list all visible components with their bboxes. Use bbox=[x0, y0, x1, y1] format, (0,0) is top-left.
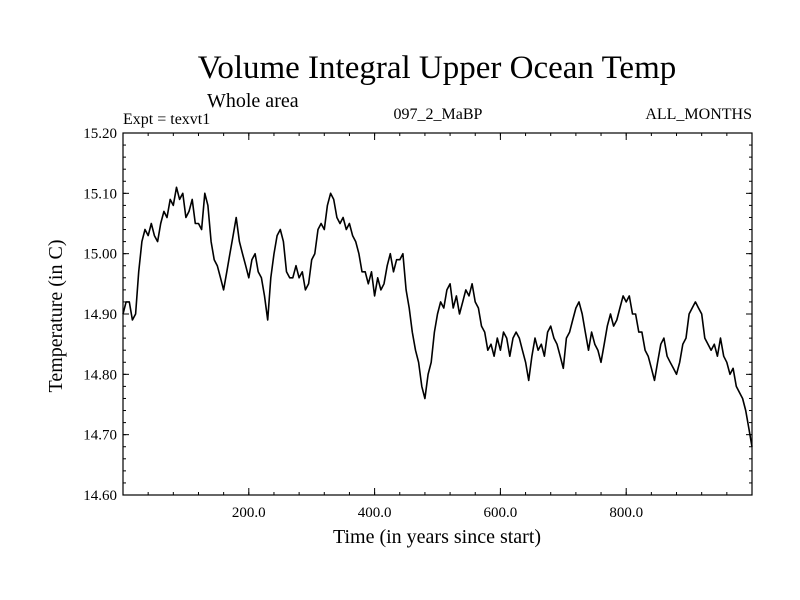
y-tick-label: 14.80 bbox=[83, 367, 117, 383]
period-label: ALL_MONTHS bbox=[645, 106, 752, 123]
y-tick-label: 15.00 bbox=[83, 247, 117, 263]
x-tick-label: 600.0 bbox=[484, 505, 518, 521]
experiment-label: Expt = texvt1 bbox=[123, 111, 210, 128]
plot-area: 14.60 14.70 14.80 14.90 15.00 15.10 15.20 200.0… bbox=[83, 126, 753, 521]
x-tick-label: 200.0 bbox=[232, 505, 266, 521]
y-tick-label: 14.90 bbox=[83, 307, 117, 323]
x-tick-label: 400.0 bbox=[358, 505, 392, 521]
x-tick-label: 800.0 bbox=[609, 505, 643, 521]
chart-subtitle: Whole area bbox=[207, 90, 299, 112]
y-axis-label: Temperature (in C) bbox=[45, 240, 67, 393]
y-tick-label: 14.60 bbox=[83, 488, 117, 504]
x-axis-label: Time (in years since start) bbox=[333, 526, 541, 548]
y-tick-label: 15.20 bbox=[83, 126, 117, 142]
series-line-0 bbox=[122, 186, 753, 447]
run-label: 097_2_MaBP bbox=[394, 106, 483, 123]
y-tick-label: 14.70 bbox=[83, 428, 117, 444]
chart-title: Volume Integral Upper Ocean Temp bbox=[198, 50, 676, 86]
y-tick-label: 15.10 bbox=[83, 186, 117, 202]
